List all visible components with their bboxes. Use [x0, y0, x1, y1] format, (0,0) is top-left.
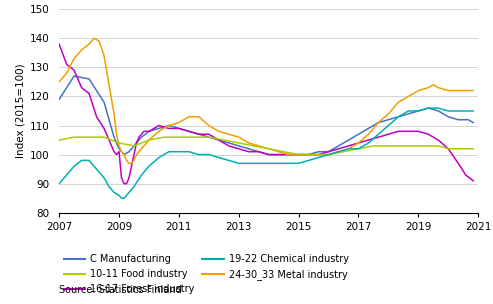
Text: Source: Statistics Finland: Source: Statistics Finland [59, 285, 182, 295]
Legend: C Manufacturing, 10-11 Food industry, 16-17 Forest industry, 19-22 Chemical indu: C Manufacturing, 10-11 Food industry, 16… [64, 254, 349, 294]
Y-axis label: Index (2015=100): Index (2015=100) [15, 64, 26, 158]
